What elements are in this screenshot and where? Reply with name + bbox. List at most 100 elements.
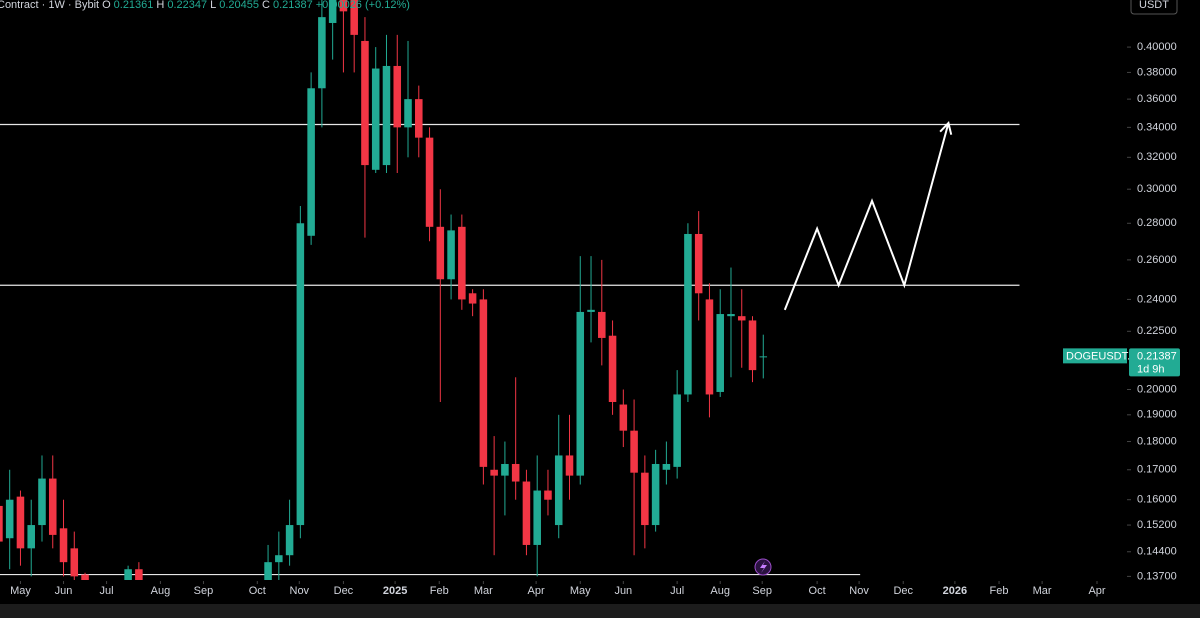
candle-body: [511, 463, 520, 482]
candle-body: [479, 299, 488, 467]
candle-body: [533, 490, 541, 545]
candle-body: [393, 65, 402, 128]
header-item: 0.22347: [167, 0, 207, 11]
candle-body: [727, 314, 735, 317]
candle-body: [38, 478, 46, 526]
x-tick-label: Apr: [528, 585, 545, 597]
candle-body: [490, 469, 498, 476]
x-tick-label: Jul: [100, 585, 114, 597]
candle-body: [759, 356, 768, 358]
x-tick-label: Nov: [849, 585, 869, 597]
candle-body: [264, 562, 272, 580]
event-icon-bolt: [760, 561, 767, 573]
candle-body: [662, 463, 671, 470]
x-tick-label: 2026: [943, 585, 967, 597]
x-tick-label: Dec: [334, 585, 354, 597]
candle-body: [59, 528, 68, 563]
candle-body: [748, 320, 757, 371]
candle-body: [673, 394, 681, 467]
currency-box[interactable]: [1130, 0, 1178, 15]
price-tag: [1129, 348, 1180, 377]
candle-body: [694, 233, 703, 294]
candle-body: [371, 68, 380, 170]
y-tick-label: 0.30000: [1137, 183, 1177, 195]
candle-body: [544, 490, 552, 500]
candle-body: [641, 472, 649, 526]
y-tick-label: 0.26000: [1137, 254, 1177, 266]
candle-body: [5, 499, 14, 539]
candle-body: [135, 569, 143, 580]
header-item: C: [262, 0, 270, 11]
header-item: +0.00026 (+0.12%): [316, 0, 410, 11]
symbol-tag-text: DOGEUSDT.P: [1066, 350, 1138, 362]
candle-body: [81, 574, 89, 580]
x-tick-label: Nov: [290, 585, 310, 597]
y-tick-label: 0.40000: [1137, 41, 1177, 53]
candle-body: [705, 299, 714, 395]
y-tick-label: 0.36000: [1137, 93, 1177, 105]
candle-body: [339, 0, 348, 12]
candle-body: [425, 137, 434, 227]
header: Contract · 1W · Bybit O 0.21361 H 0.22347 L 0.…: [0, 0, 410, 11]
candle-body: [70, 548, 79, 577]
x-tick-label: Jun: [614, 585, 632, 597]
y-tick-label: 0.28000: [1137, 217, 1177, 229]
x-tick-label: Oct: [249, 585, 266, 597]
currency[interactable]: USDT: [1139, 0, 1169, 11]
candle-body: [587, 309, 595, 312]
x-tick-label: 2025: [383, 585, 407, 597]
y-tick-label: 0.20000: [1137, 383, 1177, 395]
candle-body: [608, 335, 617, 402]
x-tick-label: May: [10, 585, 31, 597]
candle-body: [0, 505, 3, 542]
x-tick-label: Apr: [1088, 585, 1105, 597]
candle-body: [16, 496, 25, 549]
x-tick-label: Feb: [430, 585, 449, 597]
candle-body: [522, 481, 531, 545]
header-item: O: [102, 0, 111, 11]
candle-body: [285, 525, 294, 556]
candle-body: [307, 88, 315, 236]
candle-body: [436, 226, 445, 280]
candle-body: [415, 99, 423, 138]
candle-body: [296, 223, 305, 526]
candle-body: [318, 17, 326, 89]
x-tick-label: Dec: [893, 585, 913, 597]
candle-body: [382, 65, 391, 166]
price-tag-value: 0.21387: [1137, 350, 1177, 362]
header-item: L: [210, 0, 216, 11]
candle-body: [350, 0, 358, 35]
x-tick-label: Sep: [194, 585, 214, 597]
header-item: 0.20455: [219, 0, 259, 11]
candle-body: [124, 569, 132, 580]
projection-arrowhead: [939, 121, 953, 135]
candle-body: [737, 316, 746, 321]
candle-body: [447, 230, 455, 280]
candle-body: [684, 233, 692, 395]
candle-body: [598, 311, 606, 338]
y-tick-label: 0.38000: [1137, 66, 1177, 78]
y-tick-label: 0.18000: [1137, 435, 1177, 447]
x-tick-label: Aug: [710, 585, 730, 597]
y-tick-label: 0.32000: [1137, 151, 1177, 163]
candle-body: [554, 455, 563, 526]
x-tick-label: Mar: [1033, 585, 1052, 597]
candle-body: [275, 555, 283, 563]
candle-body: [651, 463, 660, 526]
header-item: H: [156, 0, 164, 11]
y-tick-label: 0.17000: [1137, 464, 1177, 476]
projection-line: [783, 122, 950, 311]
header-item: 0.21387: [273, 0, 313, 11]
price-tag-countdown: 1d 9h: [1137, 363, 1165, 375]
x-tick-label: May: [570, 585, 591, 597]
y-tick-label: 0.13700: [1137, 570, 1177, 582]
y-tick-label: 0.14400: [1137, 546, 1177, 558]
y-tick-label: 0.34000: [1137, 121, 1177, 133]
x-tick-label: Oct: [809, 585, 826, 597]
x-tick-label: Mar: [474, 585, 493, 597]
y-tick-label: 0.16000: [1137, 494, 1177, 506]
candle-body: [576, 311, 585, 476]
x-tick-label: Sep: [752, 585, 772, 597]
